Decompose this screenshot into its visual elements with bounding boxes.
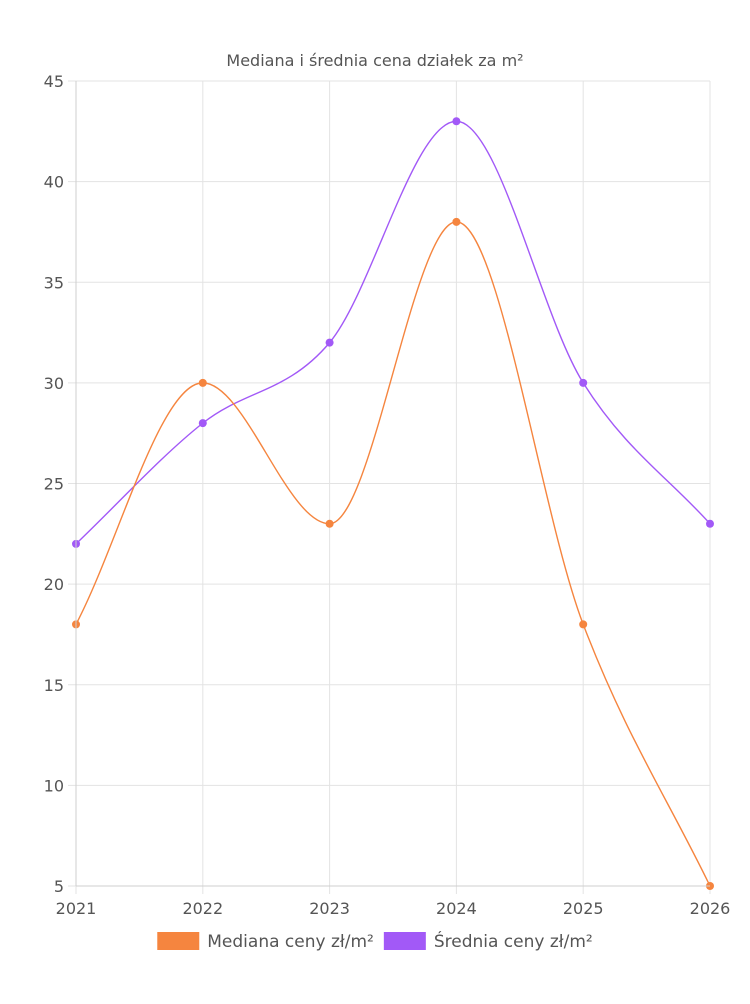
y-tick-label: 5 (54, 877, 64, 896)
y-tick-label: 45 (44, 72, 64, 91)
legend-item[interactable]: Mediana ceny zł/m² (157, 932, 374, 952)
y-tick-label: 30 (44, 374, 64, 393)
x-tick-label: 2025 (563, 899, 604, 918)
x-tick-label: 2026 (690, 899, 731, 918)
data-point[interactable] (325, 338, 334, 347)
y-tick-label: 15 (44, 676, 64, 695)
legend-label: Średnia ceny zł/m² (434, 930, 593, 952)
y-tick-label: 25 (44, 475, 64, 494)
data-point[interactable] (579, 378, 588, 387)
y-tick-label: 35 (44, 273, 64, 292)
x-tick-label: 2021 (56, 899, 97, 918)
x-tick-label: 2023 (309, 899, 350, 918)
legend-swatch (157, 932, 200, 950)
data-point[interactable] (325, 519, 334, 528)
data-point[interactable] (452, 217, 461, 226)
data-point[interactable] (198, 378, 207, 387)
data-point[interactable] (579, 620, 588, 629)
y-tick-label: 10 (44, 776, 64, 795)
legend-item[interactable]: Średnia ceny zł/m² (383, 930, 593, 952)
series-line (75, 120, 711, 545)
data-points (72, 117, 714, 890)
chart-title: Mediana i średnia cena działek za m² (226, 51, 523, 70)
y-tick-label: 40 (44, 173, 64, 192)
series-lines (75, 120, 711, 887)
legend: Mediana ceny zł/m² Średnia ceny zł/m² (157, 930, 593, 952)
x-tick-label: 2022 (182, 899, 223, 918)
legend-swatch (383, 932, 426, 950)
y-tick-label: 20 (44, 575, 64, 594)
y-axis-ticks: 5 10 15 20 25 30 35 40 45 (44, 72, 64, 896)
series-line (75, 221, 711, 887)
legend-label: Mediana ceny zł/m² (207, 932, 374, 952)
axes (75, 81, 710, 887)
data-point[interactable] (706, 519, 714, 528)
x-axis-ticks: 2021 2022 2023 2024 2025 2026 (56, 899, 731, 918)
data-point[interactable] (198, 419, 207, 428)
x-tick-label: 2024 (436, 899, 477, 918)
data-point[interactable] (452, 117, 461, 126)
grid-lines (68, 80, 711, 894)
